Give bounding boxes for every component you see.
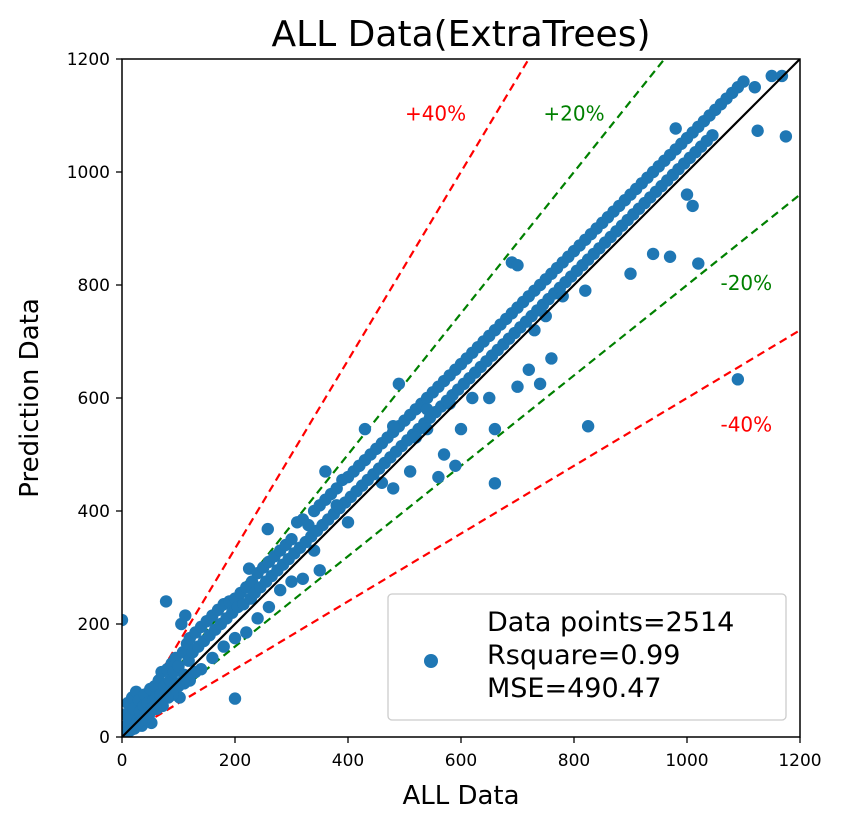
x-tick-label: 400 <box>332 751 364 771</box>
y-tick-label: 800 <box>78 276 110 296</box>
data-point <box>731 373 745 386</box>
data-point <box>285 533 298 546</box>
data-point <box>669 122 682 135</box>
data-point <box>624 267 637 280</box>
data-point <box>737 75 750 88</box>
data-point <box>274 583 287 597</box>
data-point <box>706 129 719 142</box>
reference-label: +40% <box>405 102 466 126</box>
data-point <box>251 612 264 625</box>
data-point <box>179 609 192 622</box>
x-tick-label: 600 <box>445 751 477 771</box>
reference-line-identity <box>122 59 800 737</box>
data-point <box>488 422 502 436</box>
x-tick-label: 200 <box>219 751 251 771</box>
data-point <box>748 81 761 94</box>
data-point <box>579 284 592 297</box>
legend-marker <box>424 654 438 668</box>
data-point <box>692 257 705 270</box>
reference-label: -20% <box>720 271 772 295</box>
data-point <box>533 377 547 391</box>
data-point <box>420 403 434 416</box>
data-point <box>358 422 372 436</box>
data-point <box>545 352 558 365</box>
data-point <box>122 613 129 627</box>
x-tick-label: 0 <box>117 751 128 771</box>
data-point <box>403 465 417 478</box>
data-point <box>159 595 173 608</box>
data-point <box>146 701 160 714</box>
data-point <box>261 522 274 536</box>
data-point <box>466 391 479 405</box>
y-tick-label: 400 <box>78 502 110 522</box>
plot-area <box>122 59 800 737</box>
y-tick-label: 200 <box>78 615 110 635</box>
data-point <box>686 199 699 213</box>
y-axis-label: Prediction Data <box>15 298 45 498</box>
data-point <box>449 459 462 472</box>
data-point <box>228 692 242 705</box>
reference-label: -40% <box>720 412 772 436</box>
reference-label: +20% <box>543 102 604 126</box>
data-point <box>420 422 434 436</box>
data-point <box>313 564 326 577</box>
data-point <box>522 363 535 376</box>
axes: 0 200 400 600 800 1000 1200 0 200 400 600 800 1000 12… <box>67 50 822 771</box>
y-tick-label: 600 <box>78 389 110 409</box>
data-point <box>392 377 406 391</box>
data-point <box>387 420 400 433</box>
legend-entry: MSE=490.47 <box>487 673 662 704</box>
data-point <box>330 499 343 512</box>
data-point <box>217 640 230 653</box>
legend-box <box>387 593 787 721</box>
data-point <box>581 420 595 433</box>
data-point <box>319 465 332 478</box>
data-point <box>432 470 445 484</box>
x-tick-label: 1200 <box>778 751 821 771</box>
data-point <box>646 247 660 261</box>
data-point <box>296 572 309 585</box>
reference-line-minus40pct <box>122 329 800 737</box>
data-point <box>228 631 242 645</box>
x-tick-label: 800 <box>558 751 590 771</box>
data-point <box>779 130 793 143</box>
data-point <box>663 250 677 263</box>
data-point <box>539 309 552 323</box>
x-axis-label: ALL Data <box>402 781 519 811</box>
legend-entry: Data points=2514 <box>487 607 734 638</box>
data-point <box>454 422 468 436</box>
data-point <box>488 477 502 490</box>
data-point <box>262 600 276 614</box>
y-tick-label: 1000 <box>67 163 110 183</box>
chart-title: ALL Data(ExtraTrees) <box>271 14 650 55</box>
x-tick-label: 1000 <box>665 751 708 771</box>
data-point <box>511 380 524 393</box>
y-tick-label: 0 <box>99 728 110 748</box>
data-point <box>206 651 219 665</box>
data-point <box>285 575 298 588</box>
data-point <box>751 124 764 137</box>
data-point <box>341 516 355 529</box>
y-tick-label: 1200 <box>67 50 110 70</box>
data-point <box>680 188 694 201</box>
data-point <box>511 259 524 272</box>
data-point <box>353 459 366 472</box>
data-point <box>387 482 400 495</box>
data-point <box>483 391 496 405</box>
data-point <box>240 626 253 639</box>
legend-entry: Rsquare=0.99 <box>487 640 680 671</box>
data-point <box>437 448 451 461</box>
data-point <box>765 69 778 83</box>
